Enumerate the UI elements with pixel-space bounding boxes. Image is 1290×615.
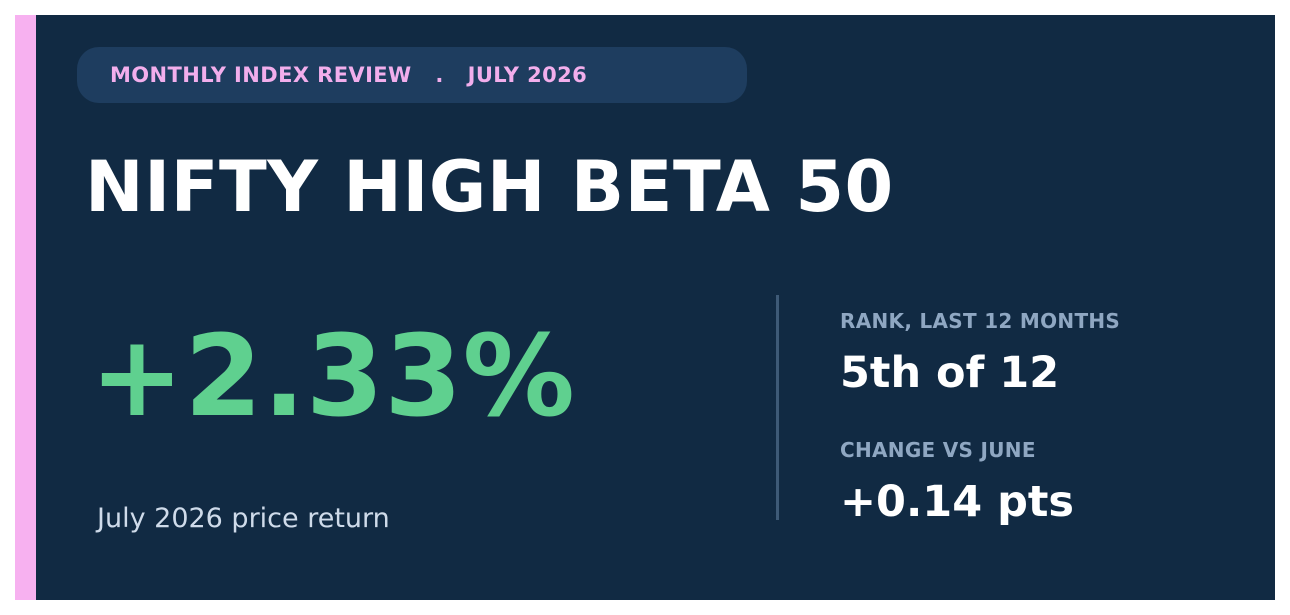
header-pill: MONTHLY INDEX REVIEW. JULY 2026 xyxy=(77,47,747,103)
headline-return-caption: July 2026 price return xyxy=(97,503,390,534)
change-label: CHANGE VS JUNE xyxy=(840,438,1036,462)
eyebrow-label: MONTHLY INDEX REVIEW xyxy=(110,63,412,87)
index-title: NIFTY HIGH BETA 50 xyxy=(85,146,894,228)
rank-label: RANK, LAST 12 MONTHS xyxy=(840,309,1121,333)
index-review-card: MONTHLY INDEX REVIEW. JULY 2026 NIFTY HIG… xyxy=(15,15,1275,600)
vertical-divider xyxy=(776,295,779,520)
header-pill-text: MONTHLY INDEX REVIEW. JULY 2026 xyxy=(110,47,587,103)
accent-bar xyxy=(15,15,36,600)
change-value: +0.14 pts xyxy=(840,477,1075,527)
headline-return-value: +2.33% xyxy=(90,312,576,442)
rank-value: 5th of 12 xyxy=(840,348,1060,398)
eyebrow-separator: . xyxy=(435,63,444,87)
period-label: JULY 2026 xyxy=(467,63,588,87)
